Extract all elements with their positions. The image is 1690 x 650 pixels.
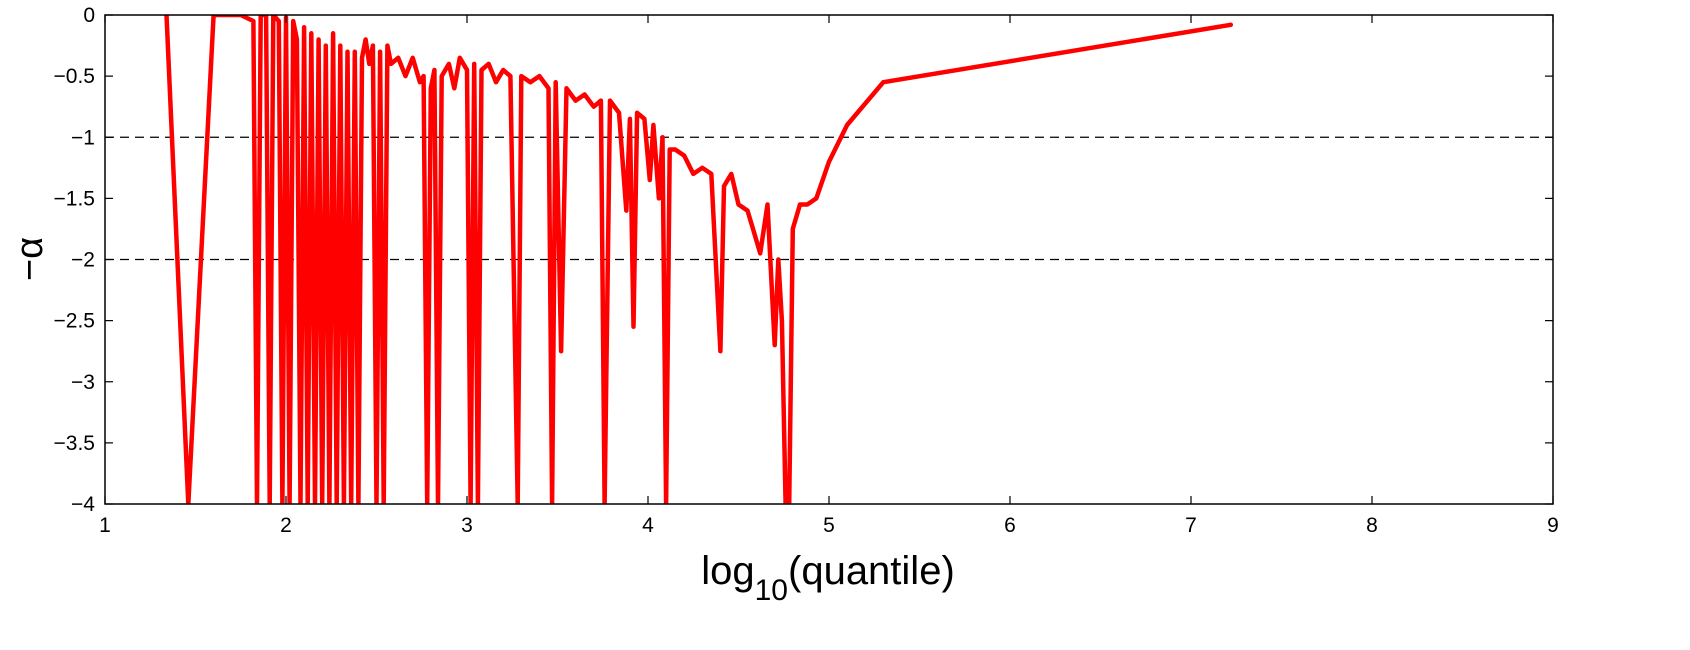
y-tick-label-7: −3.5 <box>54 432 95 455</box>
y-tick-label-5: −2.5 <box>54 310 95 333</box>
y-tick-label-2: −1 <box>71 126 95 149</box>
x-tick-label-0: 1 <box>99 514 111 537</box>
y-tick-label-6: −3 <box>71 371 95 394</box>
x-axis-title-rest: (quantile) <box>788 549 955 593</box>
x-axis-title-base: log <box>701 549 754 593</box>
tick-marks <box>104 14 1554 505</box>
x-tick-label-8: 9 <box>1547 514 1559 537</box>
x-axis-title: log10(quantile) <box>701 549 955 607</box>
x-tick-label-4: 5 <box>823 514 835 537</box>
x-tick-labels: 1 2 3 4 5 6 7 8 9 <box>99 514 1559 537</box>
x-tick-label-5: 6 <box>1004 514 1016 537</box>
y-tick-label-1: −0.5 <box>54 65 95 88</box>
x-tick-label-6: 7 <box>1185 514 1197 537</box>
y-tick-label-4: −2 <box>71 249 95 272</box>
y-axis-title: −α <box>9 237 51 281</box>
x-tick-label-3: 4 <box>642 514 654 537</box>
y-tick-label-0: 0 <box>83 4 95 27</box>
x-tick-label-7: 8 <box>1366 514 1378 537</box>
x-tick-label-2: 3 <box>461 514 473 537</box>
series-line-0 <box>164 15 1234 504</box>
y-tick-labels: 0 −0.5 −1 −1.5 −2 −2.5 −3 −3.5 −4 <box>54 4 96 516</box>
series-layer <box>164 15 1234 504</box>
y-tick-label-8: −4 <box>71 493 95 516</box>
y-tick-label-3: −1.5 <box>54 187 95 210</box>
x-axis-title-subscript: 10 <box>755 574 788 607</box>
x-tick-label-1: 2 <box>280 514 292 537</box>
